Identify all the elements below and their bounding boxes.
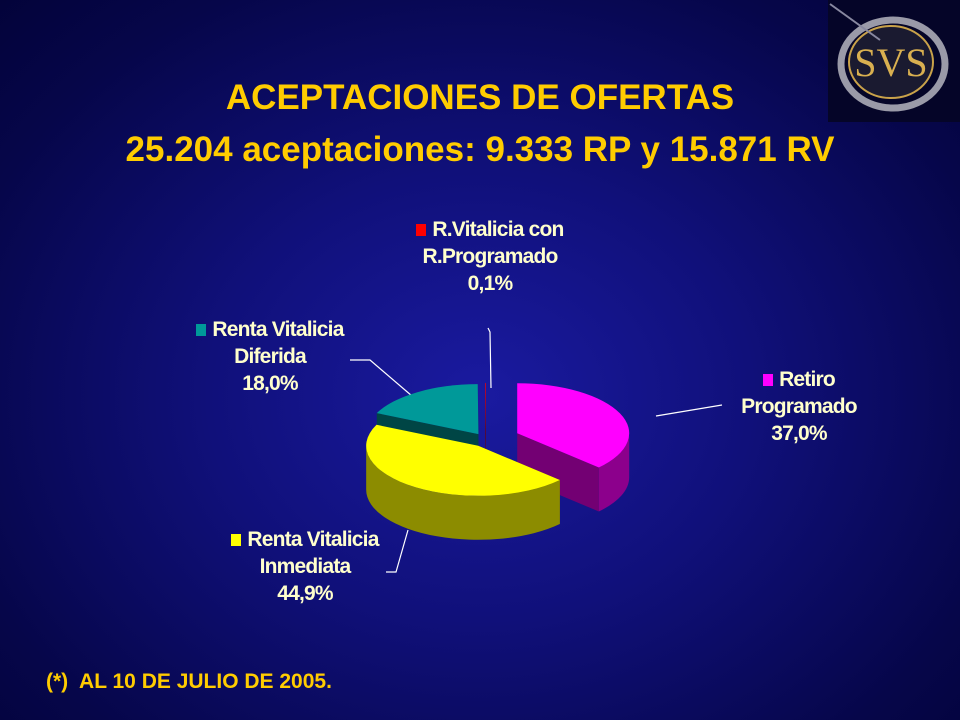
data-label: Retiro Programado 37,0%: [724, 366, 874, 447]
value-label: 37,0%: [771, 422, 827, 445]
leader-lines: [350, 327, 723, 573]
slice: [366, 424, 560, 496]
slice-wall: [598, 433, 630, 512]
legend-swatch: [231, 534, 242, 546]
value-label: 18,0%: [242, 372, 298, 395]
label-name-row: Renta Vitalicia Inmediata: [225, 526, 385, 580]
label-name-row: Retiro Programado: [724, 366, 874, 420]
category-label: Retiro Programado: [741, 368, 858, 418]
value-label: 0,1%: [467, 272, 513, 295]
chart-title: ACEPTACIONES DE OFERTAS: [225, 78, 735, 117]
data-label: Renta Vitalicia Inmediata 44,9%: [225, 526, 385, 607]
logo-graphic: SVS: [828, 0, 960, 122]
slice: [517, 383, 630, 468]
slice-wall: [366, 445, 560, 540]
slice-tops: [366, 383, 630, 496]
footnote: (*) AL 10 DE JULIO DE 2005.: [46, 670, 332, 693]
legend-swatch: [196, 324, 207, 336]
slice-walls: [366, 433, 630, 540]
value-label: 44,9%: [277, 582, 333, 605]
legend-swatch: [763, 374, 774, 386]
category-label: Renta Vitalicia Inmediata: [247, 528, 379, 578]
legend-swatch: [416, 224, 427, 236]
data-label: Renta Vitalicia Diferida 18,0%: [195, 316, 345, 397]
slice-side: [517, 433, 599, 512]
chart-subtitle: 25.204 aceptaciones: 9.333 RP y 15.871 R…: [125, 130, 835, 169]
logo-text: SVS: [854, 40, 927, 85]
category-label: R.Vitalicia con R.Programado: [422, 218, 564, 268]
category-label: Renta Vitalicia Diferida: [212, 318, 344, 368]
label-name-row: R.Vitalicia con R.Programado: [400, 216, 580, 270]
label-name-row: Renta Vitalicia Diferida: [195, 316, 345, 370]
data-label: R.Vitalicia con R.Programado 0,1%: [400, 216, 580, 297]
slice: [376, 384, 479, 435]
slice: [485, 383, 486, 434]
